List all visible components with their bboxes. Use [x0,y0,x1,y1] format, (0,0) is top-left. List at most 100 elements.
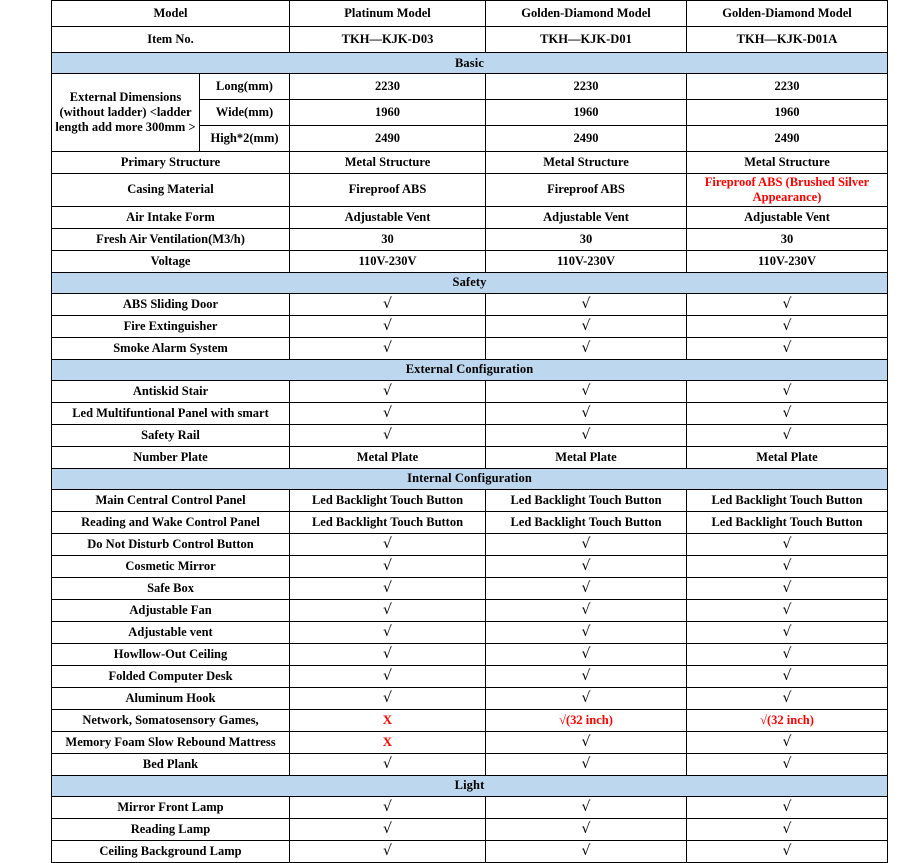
spec-value-cell: √ [686,730,888,754]
spec-value-cell: Led Backlight Touch Button [485,488,687,512]
table-row: Memory Foam Slow Rebound Mattress X √ √ [51,730,888,754]
spec-value-cell: √ [289,292,486,316]
spec-value-cell: Led Backlight Touch Button [485,510,687,534]
table-row: Number Plate Metal Plate Metal Plate Metal … [51,445,888,469]
spec-value-cell: √ [686,379,888,403]
table-row: Air Intake Form Adjustable Vent Adjustable… [51,205,888,229]
section-header-safety: Safety [51,271,888,294]
spec-row-sublabel: Wide(mm) [199,99,290,126]
spec-row-label: Fresh Air Ventilation(M3/h) [51,227,290,251]
spec-value-cell: 30 [686,227,888,251]
table-row: ABS Sliding Door √ √ √ [51,292,888,316]
table-row: Safe Box √ √ √ [51,576,888,600]
spec-value-cell: Metal Plate [289,445,486,469]
spec-value-cell: √ [686,620,888,644]
spec-value-cell: √ [686,817,888,841]
spec-row-label: Safety Rail [51,423,290,447]
table-row: High*2(mm) 2490 2490 2490 [52,125,888,152]
table-row: Antiskid Stair √ √ √ [51,379,888,403]
spec-value-cell: √ [289,423,486,447]
spec-value-cell: Platinum Model [289,0,486,27]
spec-value-cell: Metal Plate [485,445,687,469]
spec-value-cell: 110V-230V [485,249,687,273]
spec-row-label: Mirror Front Lamp [51,795,290,819]
spec-value-cell: 30 [289,227,486,251]
spec-value-cell: √ [485,554,687,578]
spec-value-cell: √ [686,664,888,688]
spec-value-cell: Fireproof ABS (Brushed Silver Appearance… [686,173,888,207]
table-row: Ceiling Background Lamp √ √ √ [51,839,888,863]
spec-row-label: Howllow-Out Ceiling [51,642,290,666]
table-row: Reading Lamp √ √ √ [51,817,888,841]
table-row: Mirror Front Lamp √ √ √ [51,795,888,819]
spec-value-cell: 1960 [686,99,888,126]
spec-value-cell: √(32 inch) [686,708,888,732]
table-row: Smoke Alarm System √ √ √ [51,336,888,360]
spec-row-label: Smoke Alarm System [51,336,290,360]
spec-value-cell: Led Backlight Touch Button [289,510,486,534]
spec-value-cell: 110V-230V [686,249,888,273]
spec-row-label: Casing Material [51,173,290,207]
table-row: Safety Rail √ √ √ [51,423,888,447]
spec-value-cell: 2230 [485,73,687,100]
spec-row-label: Led Multifuntional Panel with smart [51,401,290,425]
spec-value-cell: √ [289,598,486,622]
spec-value-cell: √ [485,817,687,841]
table-row: Casing Material Fireproof ABS Fireproof AB… [51,173,888,207]
spec-row-sublabel: High*2(mm) [199,125,290,152]
spec-value-cell: √ [485,795,687,819]
spec-value-cell: 2490 [289,125,486,152]
table-row: Fresh Air Ventilation(M3/h) 30 30 30 [51,227,888,251]
section-header-light: Light [51,774,888,797]
table-row: Network, Somatosensory Games, X √(32 inch)… [51,708,888,732]
spec-value-cell: TKH—KJK-D03 [289,26,486,53]
spec-value-cell: √ [485,730,687,754]
table-row: External Dimensions (without ladder) <la… [51,73,888,152]
spec-row-label: Model [51,0,290,27]
spec-value-cell: X [289,730,486,754]
spec-value-cell: √ [686,839,888,863]
spec-value-cell: TKH—KJK-D01A [686,26,888,53]
table-row: Led Multifuntional Panel with smart √ √ √ [51,401,888,425]
spec-value-cell: √ [686,795,888,819]
table-row: Primary Structure Metal Structure Metal St… [51,151,888,174]
spec-value-cell: √ [289,664,486,688]
spec-value-cell: Adjustable Vent [485,205,687,229]
table-row: Wide(mm) 1960 1960 1960 [52,99,888,126]
spec-value-cell: 2230 [289,73,486,100]
spec-value-cell: Adjustable Vent [289,205,486,229]
spec-value-cell: Metal Structure [686,151,888,174]
spec-value-cell: 110V-230V [289,249,486,273]
spec-value-cell: √ [289,379,486,403]
spec-row-label: Bed Plank [51,752,290,776]
spec-value-cell: √ [485,314,687,338]
spec-row-label: Network, Somatosensory Games, [51,708,290,732]
spec-value-cell: √ [686,752,888,776]
spec-value-cell: Metal Structure [485,151,687,174]
spec-value-cell: √ [686,686,888,710]
spec-value-cell: TKH—KJK-D01 [485,26,687,53]
spec-row-label: Air Intake Form [51,205,290,229]
table-row: Do Not Disturb Control Button √ √ √ [51,532,888,556]
spec-value-cell: √ [485,686,687,710]
spec-value-cell: √ [686,336,888,360]
spec-value-cell: √ [485,598,687,622]
spec-row-label: Item No. [51,26,290,53]
spec-value-cell: √ [289,839,486,863]
spec-value-cell: √ [289,795,486,819]
spec-value-cell: √ [485,532,687,556]
spec-value-cell: √ [485,664,687,688]
spec-row-label: Ceiling Background Lamp [51,839,290,863]
spec-value-cell: √ [289,314,486,338]
spec-value-cell: √ [485,336,687,360]
spec-value-cell: √ [289,620,486,644]
spec-row-label: Primary Structure [51,151,290,174]
spec-value-cell: √ [485,401,687,425]
spec-value-cell: √ [289,817,486,841]
spec-value-cell: √ [686,423,888,447]
spec-value-cell: 2490 [485,125,687,152]
spec-value-cell: Led Backlight Touch Button [686,488,888,512]
table-row: Aluminum Hook √ √ √ [51,686,888,710]
spec-row-label: Reading Lamp [51,817,290,841]
spec-value-cell: √ [686,642,888,666]
